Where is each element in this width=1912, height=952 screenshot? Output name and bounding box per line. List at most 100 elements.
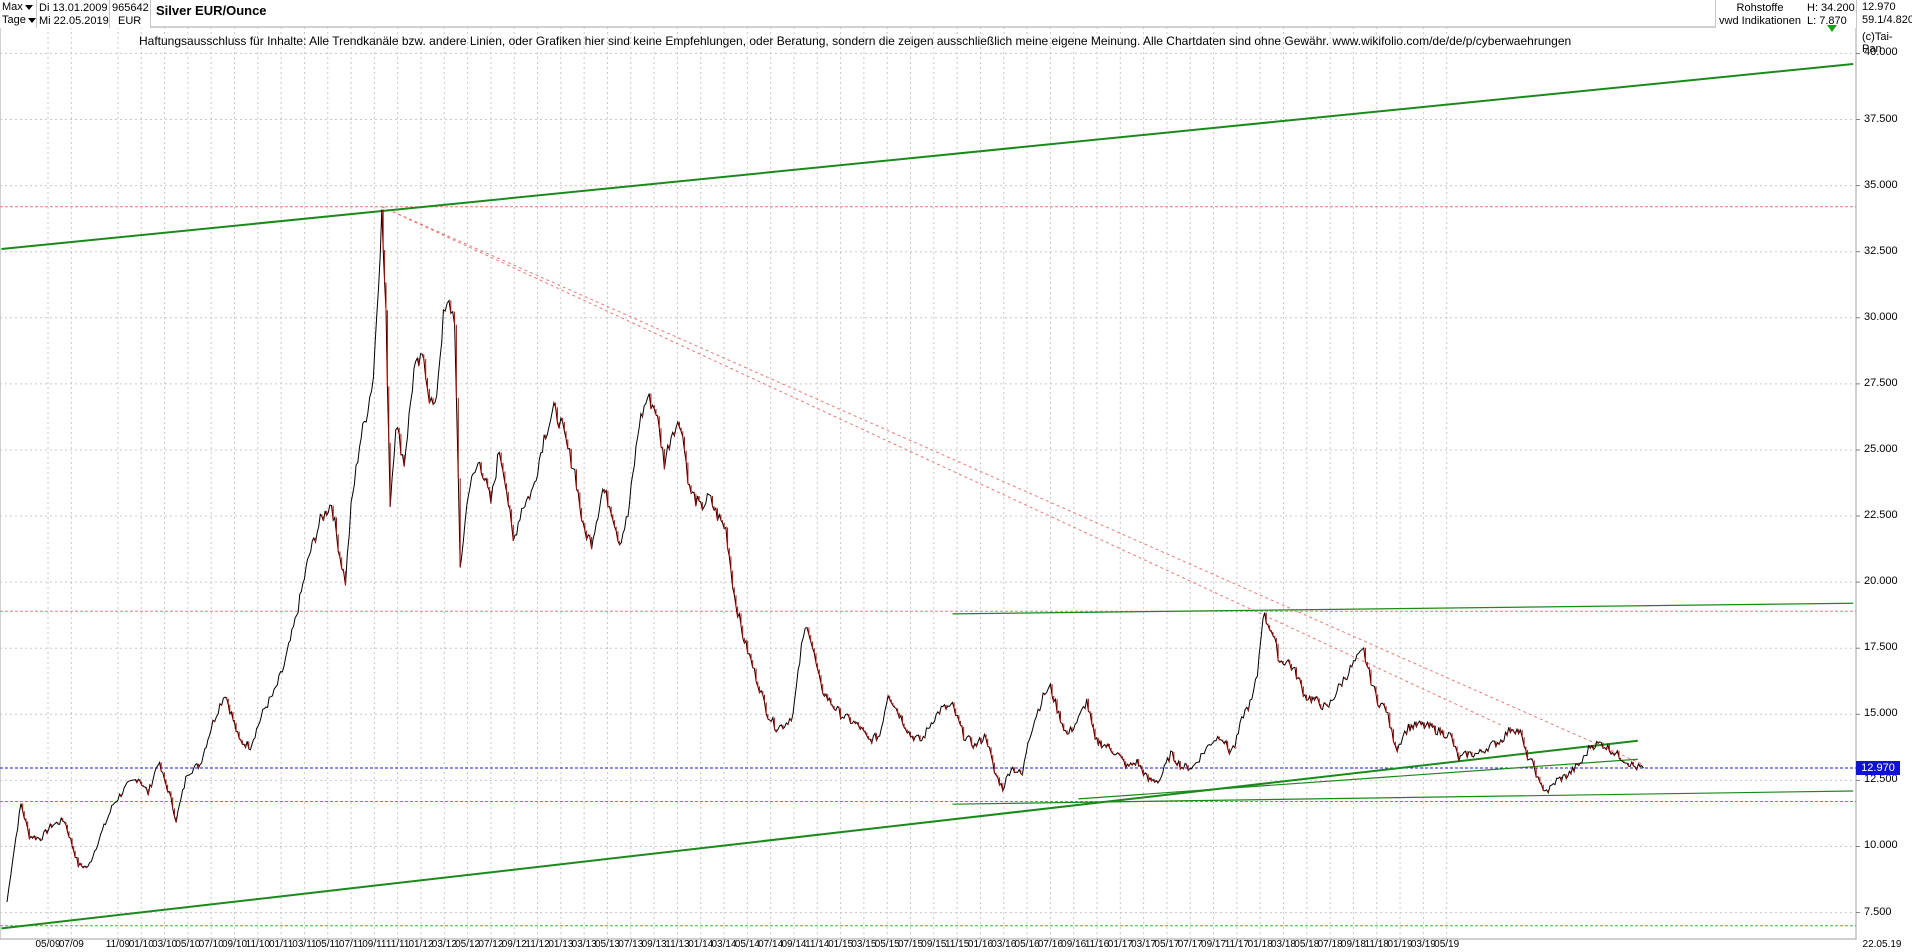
x-tick-label: 01/10 (128, 939, 154, 950)
x-tick-label: 07/13 (618, 939, 644, 950)
x-tick-label: 03/15 (851, 939, 877, 950)
last-price-badge: 12.970 (1856, 760, 1900, 775)
last-date-label: 22.05.19 (1862, 939, 1902, 950)
x-tick-label: 07/12 (478, 939, 504, 950)
trendline-layer (0, 63, 1856, 930)
x-tick-label: 03/12 (431, 939, 457, 950)
x-tick-label: 07/09 (58, 939, 84, 950)
thick-trendline (1, 63, 1854, 251)
x-tick-label: 09/17 (1201, 939, 1227, 950)
y-tick-label: 30.000 (1864, 310, 1898, 323)
y-tick-label: 32.500 (1864, 244, 1898, 257)
high-low-cell: H: 34.200 L: 7.870 (1804, 0, 1857, 28)
x-tick-label: 09/11 (362, 939, 387, 950)
x-tick-label: 09/14 (781, 939, 807, 950)
x-tick-label: 03/10 (152, 939, 178, 950)
x-tick-label: 01/15 (828, 939, 854, 950)
price-down-bars (22, 209, 1641, 868)
x-tick-label: 09/18 (1340, 939, 1366, 950)
change-value: 59.1/4.820 (1862, 14, 1912, 26)
y-tick-label: 15.000 (1864, 707, 1898, 720)
thin-trendline (952, 602, 1854, 615)
last-value: 12.970 (1862, 1, 1896, 13)
x-tick-label: 05/09 (35, 939, 61, 950)
x-tick-label: 07/10 (198, 939, 224, 950)
x-tick-label: 09/12 (501, 939, 527, 950)
currency-label: EUR (118, 15, 142, 27)
wkn-number: 965642 (112, 2, 149, 14)
thin-trendline (1078, 758, 1638, 800)
plot-area (0, 26, 1857, 940)
y-tick-label: 12.500 (1864, 773, 1898, 786)
dashed-trendline (381, 206, 1501, 726)
x-tick-label: 11/13 (665, 939, 690, 950)
source-cell: Rohstoffe vwd Indikationen (1715, 0, 1805, 28)
x-tick-label: 05/17 (1154, 939, 1180, 950)
x-tick-label: 07/15 (898, 939, 924, 950)
x-tick-label: 01/13 (548, 939, 574, 950)
x-tick-label: 01/16 (967, 939, 993, 950)
instrument-id-cell: 965642 EUR (110, 0, 151, 28)
x-tick-label: 07/17 (1177, 939, 1203, 950)
dashed-trendline (381, 206, 1644, 765)
x-tick-label: 05/11 (315, 939, 340, 950)
x-tick-label: 11/11 (385, 939, 410, 950)
thick-trendline (1, 739, 1638, 930)
x-tick-label: 07/16 (1037, 939, 1063, 950)
x-tick-label: 05/10 (175, 939, 201, 950)
x-tick-label: 11/12 (525, 939, 550, 950)
x-tick-label: 03/14 (711, 939, 737, 950)
low-value: L: 7.870 (1807, 15, 1847, 27)
x-tick-label: 03/16 (991, 939, 1017, 950)
range-select[interactable]: Max (2, 1, 33, 13)
y-tick-label: 7.500 (1864, 905, 1892, 918)
x-tick-label: 11/18 (1364, 939, 1389, 950)
x-tick-label: 03/11 (292, 939, 317, 950)
y-tick-label: 35.000 (1864, 178, 1898, 191)
disclaimer-text: Haftungsausschluss für Inhalte: Alle Tre… (139, 34, 1572, 48)
x-tick-label: 07/11 (338, 939, 364, 950)
x-tick-label: 05/13 (594, 939, 620, 950)
x-tick-label: 09/10 (221, 939, 248, 950)
y-tick-label: 10.000 (1864, 839, 1898, 852)
x-tick-label: 11/16 (1084, 939, 1110, 950)
x-tick-label: 03/18 (1270, 939, 1296, 950)
x-tick-label: 01/17 (1107, 939, 1133, 950)
x-tick-label: 09/13 (641, 939, 667, 950)
range-select-label: Max (2, 1, 23, 13)
x-tick-label: 11/15 (944, 939, 970, 950)
y-tick-label: 27.500 (1864, 376, 1898, 389)
y-tick-label: 40.000 (1864, 46, 1898, 59)
interval-select-label: Tage (2, 14, 26, 26)
x-tick-label: 07/14 (758, 939, 784, 950)
y-tick-label: 22.500 (1864, 509, 1898, 522)
y-tick-label: 20.000 (1864, 575, 1898, 588)
chevron-down-icon[interactable] (24, 4, 33, 10)
copyright-label: (c)Tai-Pan (1862, 31, 1893, 55)
interval-select[interactable]: Tage (2, 14, 36, 26)
range-select-cell: Max Tage (0, 0, 37, 28)
x-tick-label: 03/19 (1410, 939, 1436, 950)
source-label: vwd Indikationen (1719, 15, 1801, 27)
date-to: Mi 22.05.2019 (39, 15, 109, 27)
x-tick-label: 01/12 (408, 939, 434, 950)
x-tick-label: 09/16 (1061, 939, 1087, 950)
x-tick-label: 05/15 (874, 939, 900, 950)
x-tick-label: 11/09 (105, 939, 131, 950)
marker-triangle-icon (1827, 25, 1837, 32)
x-tick-label: 11/14 (805, 939, 830, 950)
date-range-cell: Di 13.01.2009 Mi 22.05.2019 (37, 0, 110, 28)
x-tick-label: 01/11 (268, 939, 294, 950)
x-tick-label: 05/19 (1434, 939, 1460, 950)
price-series (6, 209, 1644, 903)
x-tick-label: 07/18 (1317, 939, 1343, 950)
chevron-down-icon[interactable] (27, 17, 36, 23)
date-from: Di 13.01.2009 (39, 2, 108, 14)
y-tick-label: 17.500 (1864, 641, 1898, 654)
x-tick-label: 03/17 (1131, 939, 1157, 950)
x-tick-label: 11/17 (1224, 939, 1250, 950)
x-tick-label: 01/18 (1247, 939, 1273, 950)
x-tick-label: 03/13 (571, 939, 597, 950)
instrument-title: Silver EUR/Ounce (156, 3, 267, 18)
